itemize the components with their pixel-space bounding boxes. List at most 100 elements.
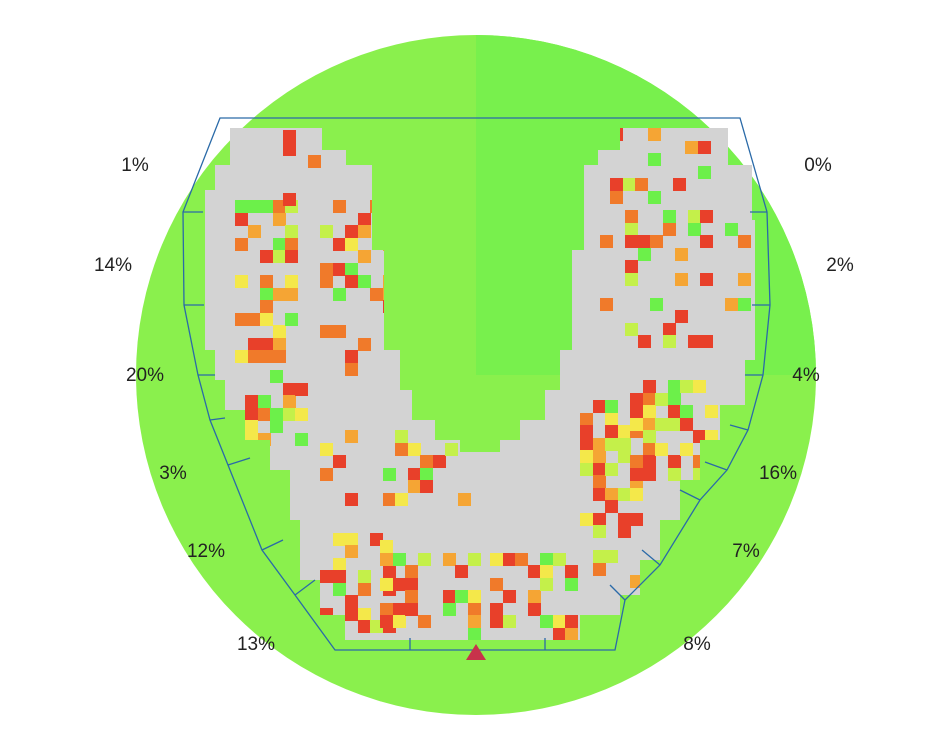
heat-cell — [610, 178, 623, 191]
heat-cell — [245, 408, 258, 421]
heat-cell — [468, 590, 481, 603]
heat-cell — [565, 565, 578, 578]
heat-cell — [380, 553, 393, 566]
heat-cell — [565, 578, 578, 591]
heat-cell — [420, 468, 433, 481]
heat-cell — [345, 608, 358, 621]
heat-cell — [468, 603, 481, 616]
heat-cell — [408, 443, 421, 456]
heat-cell — [515, 553, 528, 566]
heat-cell — [260, 338, 273, 351]
heat-cell — [738, 298, 751, 311]
heat-cell — [260, 313, 273, 326]
heat-cell — [625, 223, 638, 236]
heat-cell — [320, 325, 333, 338]
heat-cell — [345, 225, 358, 238]
heat-cell — [468, 553, 481, 566]
heat-cell — [333, 570, 346, 583]
heat-cell — [593, 450, 606, 463]
heat-cell — [273, 338, 286, 351]
heat-cell — [625, 273, 638, 286]
heat-cell — [625, 235, 638, 248]
heat-cell — [668, 380, 681, 393]
heat-cell — [593, 400, 606, 413]
heat-cell — [345, 545, 358, 558]
heat-cell — [273, 200, 286, 213]
heat-cell — [408, 468, 421, 481]
heat-cell — [600, 235, 613, 248]
heat-cell — [638, 248, 651, 261]
heat-cell — [270, 420, 283, 433]
zone-divider — [704, 461, 728, 471]
heat-cell — [700, 273, 713, 286]
zone-label-left-4: 3% — [159, 463, 187, 484]
heat-cell — [693, 430, 706, 443]
heat-cell — [643, 393, 656, 406]
heat-cell — [648, 153, 661, 166]
heat-cell — [393, 615, 406, 628]
zone-divider — [729, 424, 749, 431]
heat-cell — [418, 615, 431, 628]
heat-cell — [700, 210, 713, 223]
heat-cell — [643, 418, 656, 431]
heat-cell — [618, 438, 631, 451]
zone-outline — [182, 117, 771, 651]
heat-cell — [663, 335, 676, 348]
zone-divider — [227, 457, 251, 466]
heat-cell — [580, 425, 593, 438]
heat-cell — [245, 420, 258, 433]
heat-cell — [393, 553, 406, 566]
heat-cell — [260, 300, 273, 313]
heat-cell — [333, 288, 346, 301]
heat-cell — [650, 298, 663, 311]
heat-cell — [630, 393, 643, 406]
heat-cell — [675, 310, 688, 323]
heat-cell — [380, 540, 393, 553]
heat-cell — [528, 565, 541, 578]
heat-cell — [738, 235, 751, 248]
heat-cell — [408, 480, 421, 493]
heat-cell — [345, 275, 358, 288]
heat-cell — [680, 418, 693, 431]
heat-cell — [698, 141, 711, 154]
heat-cell — [668, 468, 681, 481]
heat-cell — [593, 525, 606, 538]
heat-cell — [458, 493, 471, 506]
heat-cell — [345, 493, 358, 506]
heat-cell — [235, 275, 248, 288]
heat-cell — [285, 225, 298, 238]
heat-cell — [618, 488, 631, 501]
heat-cell — [540, 615, 553, 628]
zone-label-right-4: 16% — [758, 463, 798, 484]
zone-divider — [641, 549, 661, 566]
heat-cell — [655, 443, 668, 456]
heat-cell — [358, 213, 371, 226]
zone-divider — [609, 584, 626, 601]
heat-cell — [455, 590, 468, 603]
heat-cell — [380, 603, 393, 616]
heat-cell — [295, 383, 308, 396]
heat-cell — [443, 553, 456, 566]
heat-cell — [605, 488, 618, 501]
heat-cell — [668, 418, 681, 431]
heat-cell — [273, 325, 286, 338]
heat-cell — [688, 223, 701, 236]
heat-cell — [630, 513, 643, 526]
zone-label-left-2: 14% — [93, 255, 133, 276]
heat-cell — [273, 238, 286, 251]
heat-cell — [420, 455, 433, 468]
heat-cell — [260, 350, 273, 363]
heat-cell — [580, 513, 593, 526]
heat-cell — [345, 263, 358, 276]
heat-cell — [663, 210, 676, 223]
heat-cell — [380, 615, 393, 628]
heat-cell — [528, 603, 541, 616]
heat-cell — [333, 200, 346, 213]
heat-cell — [638, 335, 651, 348]
heat-cell — [593, 513, 606, 526]
heat-cell — [395, 493, 408, 506]
heat-cell — [553, 628, 566, 640]
heat-cell — [725, 298, 738, 311]
heat-cell — [593, 463, 606, 476]
